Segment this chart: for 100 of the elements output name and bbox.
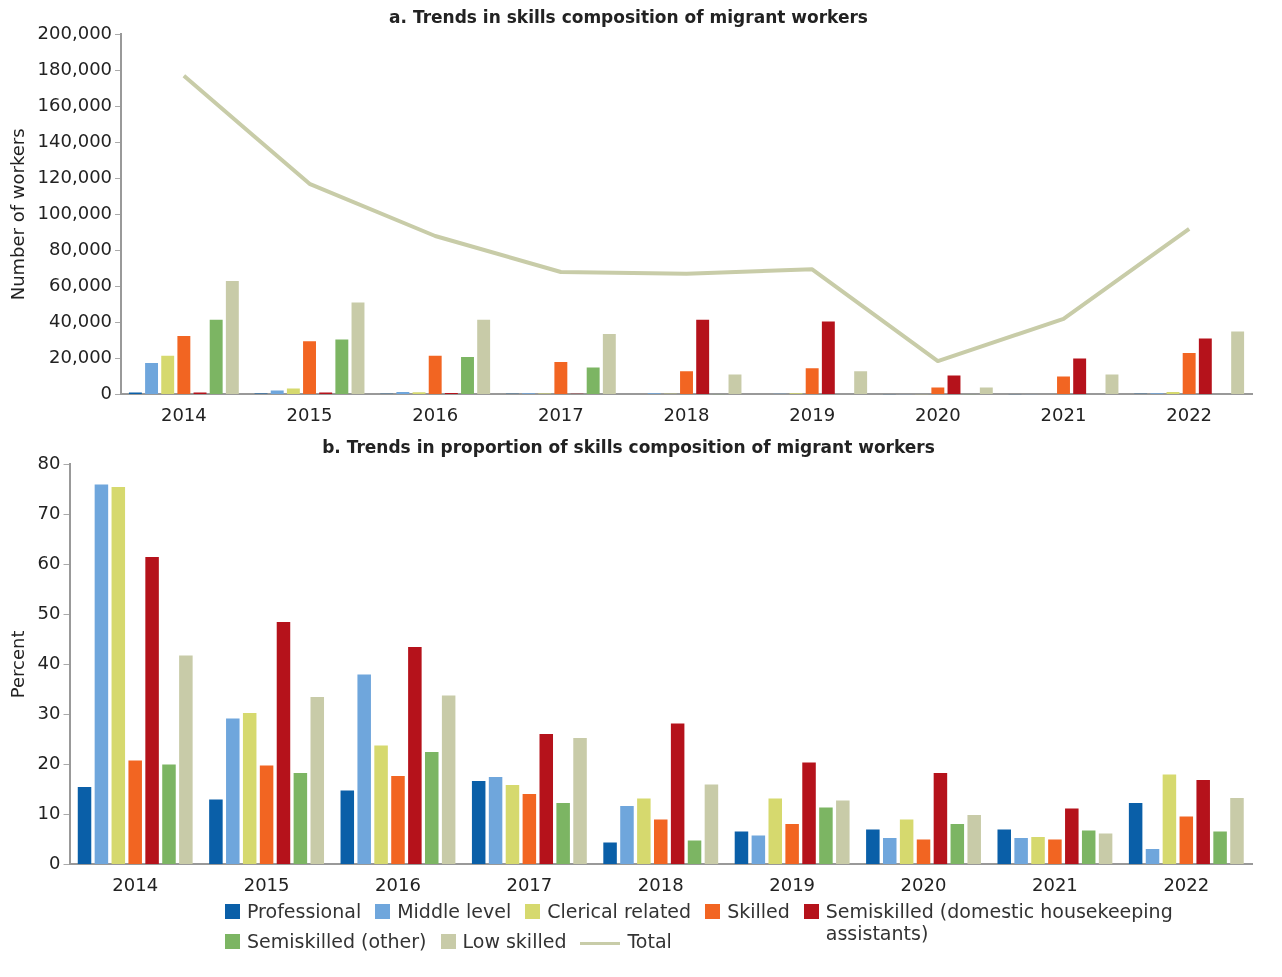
y-tick-label: 0 (49, 852, 61, 874)
x-tick-label: 2022 (1166, 403, 1213, 425)
bar (1065, 808, 1079, 864)
bar (441, 695, 456, 864)
bar (931, 387, 945, 394)
bar (1098, 833, 1113, 864)
bar (539, 733, 554, 864)
bar (128, 760, 142, 864)
bar (704, 784, 719, 864)
x-tick-label: 2015 (286, 403, 333, 425)
bar (162, 764, 176, 864)
bar (785, 823, 799, 864)
bar (734, 831, 749, 864)
y-tick-label: 0 (100, 382, 113, 404)
bar (947, 375, 961, 394)
x-tick-label: 2019 (769, 873, 816, 895)
bar (680, 371, 693, 394)
bar (979, 387, 993, 394)
bar (1196, 779, 1210, 864)
bar (805, 368, 819, 394)
legend-label: Total (627, 930, 672, 952)
bar (1230, 797, 1244, 864)
bar (461, 356, 474, 394)
y-axis-title: Percent (7, 630, 29, 699)
y-tick-label: 120,000 (37, 166, 113, 188)
bar (428, 355, 442, 394)
legend-label: Semiskilled (other) (247, 930, 427, 952)
bar (950, 823, 965, 864)
y-tick-label: 30 (37, 702, 61, 724)
legend-label: Professional (247, 900, 362, 922)
bar (1179, 816, 1194, 864)
bar (179, 655, 193, 864)
bar (854, 371, 868, 394)
bar (1014, 837, 1028, 864)
y-tick-label: 40 (37, 652, 61, 674)
bar (242, 712, 257, 864)
bar (209, 319, 223, 394)
bar (396, 391, 410, 394)
bar (226, 718, 240, 864)
bar (335, 339, 349, 394)
bar (899, 819, 914, 864)
bar (637, 798, 651, 864)
bar (374, 745, 388, 864)
bar (1145, 848, 1160, 864)
bar (286, 388, 300, 394)
bar (77, 786, 92, 864)
bar (505, 784, 520, 864)
bar (425, 751, 439, 864)
bar (933, 772, 948, 864)
legend-label: Skilled (727, 900, 790, 922)
bar (1048, 839, 1062, 864)
x-tick-label: 2021 (1032, 873, 1078, 895)
bar (1073, 358, 1087, 394)
bar (603, 842, 617, 864)
x-tick-label: 2014 (112, 873, 159, 895)
y-tick-label: 80,000 (49, 238, 113, 260)
bar (293, 772, 308, 864)
bar (602, 334, 616, 394)
bar (696, 319, 710, 394)
x-tick-label: 2016 (375, 873, 421, 895)
bar (836, 800, 850, 864)
bar (573, 737, 587, 864)
bar (488, 776, 503, 864)
bar (967, 814, 981, 864)
y-tick-label: 40,000 (49, 310, 113, 332)
bar (1231, 331, 1245, 394)
x-tick-label: 2019 (789, 403, 836, 425)
bar (259, 765, 274, 864)
x-tick-label: 2017 (506, 873, 553, 895)
bar (270, 390, 284, 394)
bar (670, 723, 685, 864)
bar (351, 302, 365, 394)
y-axis-title: Number of workers (7, 128, 29, 301)
bar (866, 829, 880, 864)
x-tick-label: 2020 (914, 403, 961, 425)
x-tick-label: 2020 (900, 873, 947, 895)
legend-label: Semiskilled (domestic housekeeping assistants) (825, 900, 1174, 944)
bar (391, 775, 405, 864)
y-tick-label: 50 (37, 602, 61, 624)
bar (161, 355, 175, 394)
bar (554, 362, 568, 394)
y-tick-label: 180,000 (37, 58, 113, 80)
bar (1182, 353, 1196, 394)
bar (145, 362, 159, 394)
y-tick-label: 140,000 (37, 130, 113, 152)
bar (728, 374, 742, 394)
x-tick-label: 2018 (637, 873, 684, 895)
bar (997, 829, 1011, 864)
bar (687, 840, 702, 864)
chart-title: b. Trends in proportion of skills composition of migrant workers (322, 436, 935, 457)
x-tick-label: 2015 (243, 873, 290, 895)
bar (276, 621, 291, 864)
bar (357, 674, 371, 864)
bar (225, 281, 239, 394)
bar (586, 367, 600, 394)
bar (408, 646, 422, 864)
y-tick-label: 60 (37, 552, 61, 574)
bar (94, 484, 109, 864)
x-tick-label: 2014 (160, 403, 207, 425)
bar (819, 807, 833, 864)
